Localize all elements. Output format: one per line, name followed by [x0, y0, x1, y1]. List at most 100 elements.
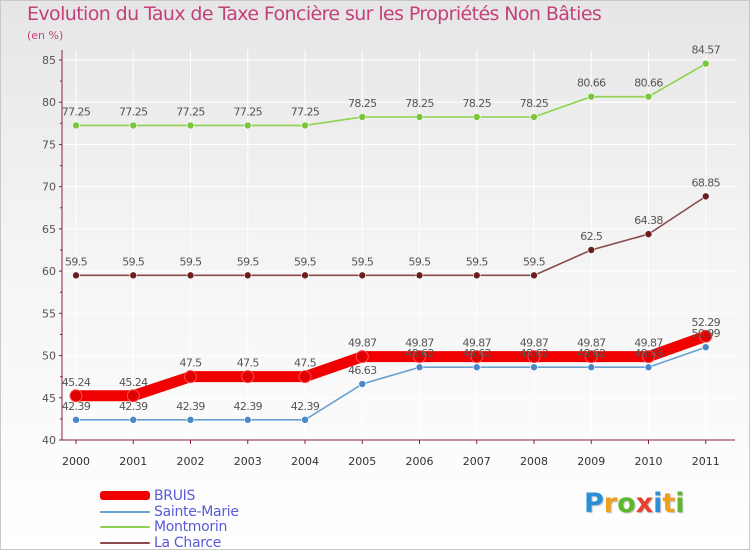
data-label-bruis: 49.87 — [520, 337, 549, 350]
x-tick-label: 2008 — [520, 455, 548, 468]
x-tick-label: 2011 — [692, 455, 720, 468]
data-label-montmorin: 80.66 — [634, 77, 663, 90]
data-label-la-charce: 59.5 — [179, 255, 202, 268]
data-label-montmorin: 77.25 — [234, 105, 263, 118]
data-point-la-charce — [186, 271, 195, 280]
data-labels: 77.25 77.25 77.25 77.25 77.25 78.25 78.25 78.25… — [62, 44, 721, 413]
data-point-bruis — [126, 389, 140, 403]
data-label-bruis: 49.87 — [577, 337, 606, 350]
y-tick-label: 70 — [42, 181, 56, 194]
data-point-sainte-marie — [472, 363, 481, 372]
data-point-sainte-marie — [129, 416, 138, 424]
legend-swatch-la-charce — [100, 542, 150, 544]
data-label-bruis: 45.24 — [119, 376, 148, 389]
data-label-sainte-marie: 42.39 — [291, 400, 320, 413]
x-tick-label: 2006 — [406, 455, 434, 468]
data-point-la-charce — [644, 230, 653, 238]
series-line-sainte-marie — [75, 346, 707, 421]
data-label-sainte-marie: 42.39 — [119, 400, 148, 413]
data-point-la-charce — [129, 271, 138, 280]
y-tick-label: 60 — [42, 265, 56, 278]
logo-letter: i — [653, 488, 663, 519]
chart-title: Evolution du Taux de Taxe Foncière sur l… — [27, 3, 602, 25]
data-label-montmorin: 78.25 — [348, 97, 377, 110]
series-line-bruis — [70, 330, 712, 402]
data-point-sainte-marie — [415, 363, 424, 372]
data-point-montmorin — [301, 121, 309, 130]
data-label-la-charce: 59.5 — [351, 255, 374, 268]
data-label-sainte-marie: 48.62 — [405, 347, 434, 360]
data-point-montmorin — [701, 59, 710, 68]
data-label-bruis: 49.87 — [463, 337, 492, 350]
data-label-montmorin: 77.25 — [176, 105, 205, 118]
data-point-bruis — [527, 350, 541, 364]
data-label-sainte-marie: 42.39 — [62, 400, 91, 413]
data-point-la-charce — [358, 271, 367, 280]
x-tick-label: 2002 — [177, 455, 205, 468]
y-tick-label: 80 — [42, 96, 56, 109]
data-point-bruis — [699, 329, 713, 343]
data-label-sainte-marie: 48.68 — [634, 347, 663, 360]
data-point-bruis — [184, 370, 197, 384]
y-tick-label: 55 — [42, 307, 56, 320]
data-point-montmorin — [72, 121, 80, 130]
x-tick-label: 2001 — [119, 455, 147, 468]
data-label-la-charce: 68.85 — [692, 176, 721, 189]
data-label-bruis: 47.5 — [237, 357, 260, 370]
legend-label-la-charce: La Charce — [154, 535, 222, 551]
data-label-montmorin: 84.57 — [692, 44, 721, 57]
series-line-la-charce — [75, 195, 707, 277]
y-tick-label: 85 — [42, 54, 56, 67]
data-point-sainte-marie — [644, 363, 653, 372]
data-label-montmorin: 78.25 — [463, 97, 492, 110]
data-label-sainte-marie: 42.39 — [234, 400, 263, 413]
data-point-la-charce — [587, 246, 596, 254]
data-label-la-charce: 62.5 — [580, 230, 603, 243]
x-tick-label: 2007 — [463, 455, 491, 468]
x-tick-label: 2009 — [577, 455, 605, 468]
data-point-la-charce — [472, 271, 481, 280]
data-label-la-charce: 59.5 — [523, 255, 546, 268]
x-tick-label: 2003 — [234, 455, 262, 468]
data-point-sainte-marie — [72, 416, 80, 424]
y-tick-label: 45 — [42, 392, 56, 405]
data-point-bruis — [413, 350, 426, 364]
legend-label-sainte-marie: Sainte-Marie — [154, 504, 239, 520]
data-label-la-charce: 59.5 — [237, 255, 260, 268]
data-label-bruis: 52.29 — [692, 316, 721, 329]
logo-letter: x — [635, 488, 654, 519]
data-point-montmorin — [358, 113, 367, 121]
proxiti-logo: Proxiti — [584, 488, 685, 519]
data-point-montmorin — [415, 113, 424, 121]
data-point-sainte-marie — [701, 343, 710, 351]
data-point-montmorin — [186, 121, 195, 130]
data-label-sainte-marie: 48.62 — [520, 347, 549, 360]
logo-letter: o — [617, 488, 636, 519]
data-point-bruis — [298, 370, 312, 384]
data-label-bruis: 45.24 — [62, 376, 91, 389]
x-tick-label: 2005 — [348, 455, 376, 468]
data-label-sainte-marie: 48.62 — [463, 347, 492, 360]
data-point-sainte-marie — [186, 416, 195, 424]
data-point-la-charce — [72, 271, 80, 280]
data-point-sainte-marie — [530, 363, 538, 372]
data-point-montmorin — [129, 121, 138, 130]
data-label-montmorin: 80.66 — [577, 77, 606, 90]
data-label-la-charce: 59.5 — [466, 255, 489, 268]
data-point-bruis — [241, 370, 255, 384]
data-label-bruis: 49.87 — [405, 337, 434, 350]
data-point-montmorin — [644, 92, 653, 101]
data-label-montmorin: 77.25 — [62, 105, 91, 118]
data-point-la-charce — [243, 271, 252, 280]
data-point-la-charce — [530, 271, 538, 280]
data-point-la-charce — [701, 192, 710, 201]
data-label-montmorin: 77.25 — [119, 105, 148, 118]
x-tick-label: 2000 — [62, 455, 90, 468]
series-lines — [69, 59, 713, 424]
y-tick-label: 65 — [42, 223, 56, 236]
data-point-bruis — [584, 350, 598, 364]
y-tick-label: 50 — [42, 350, 56, 363]
x-tick-label: 2004 — [291, 455, 319, 468]
data-label-la-charce: 59.5 — [65, 255, 88, 268]
